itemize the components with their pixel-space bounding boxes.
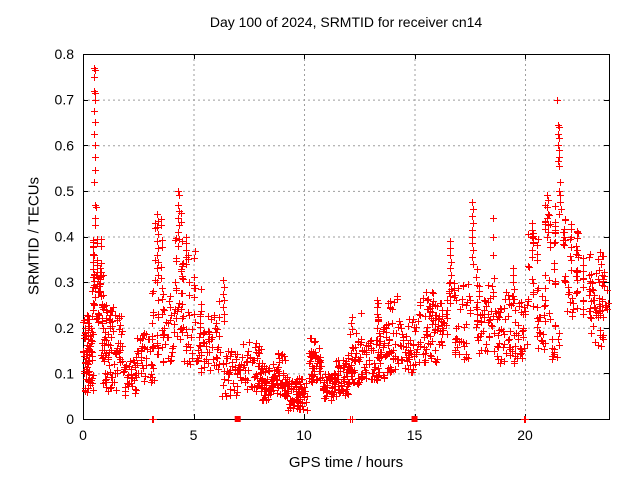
y-tick-label: 0 <box>66 411 74 427</box>
y-tick-label: 0.4 <box>55 229 75 245</box>
chart-title: Day 100 of 2024, SRMTID for receiver cn1… <box>209 14 483 30</box>
y-tick-label: 0.6 <box>55 137 75 153</box>
x-tick-label: 5 <box>190 427 198 443</box>
x-axis-label: GPS time / hours <box>288 454 404 471</box>
y-tick-label: 0.8 <box>55 46 75 62</box>
x-tick-label: 10 <box>296 427 312 443</box>
y-tick-label: 0.3 <box>55 274 75 290</box>
x-tick-label: 0 <box>79 427 87 443</box>
scatter-points <box>80 65 612 423</box>
y-tick-label: 0.1 <box>55 365 75 381</box>
y-axis-label: SRMTID / TECUs <box>25 176 43 296</box>
axis-square-point <box>411 416 418 422</box>
y-tick-label: 0.2 <box>55 320 75 336</box>
axis-square-point <box>234 416 241 422</box>
x-tick-label: 15 <box>407 427 423 443</box>
y-tick-label: 0.7 <box>55 92 75 108</box>
x-tick-label: 20 <box>517 427 533 443</box>
y-tick-label: 0.5 <box>55 183 75 199</box>
